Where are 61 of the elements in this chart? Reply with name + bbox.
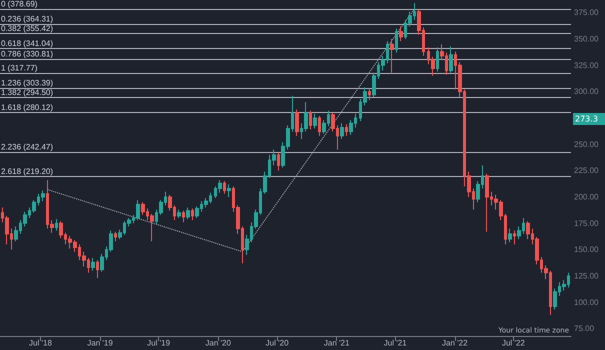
y-tick-label: 325.00 [574, 60, 600, 70]
candlestick [508, 228, 512, 243]
candlestick [136, 200, 140, 221]
y-tick-label: 250.00 [574, 140, 600, 149]
ref-line-label: 1.236 (303.39) [1, 78, 54, 88]
y-tick-label: 375.00 [574, 8, 600, 18]
ref-line-label: 0.382 (355.42) [1, 24, 54, 33]
y-tick-label: 225.00 [574, 166, 600, 176]
candlestick [313, 113, 317, 129]
x-tick-label: Jan '22 [442, 338, 468, 348]
y-tick-label: 150.00 [574, 245, 600, 254]
candlestick [114, 231, 117, 242]
x-tick-label: Jul '21 [384, 338, 408, 348]
candlestick [55, 218, 58, 232]
y-tick-label: 300.00 [574, 87, 600, 96]
y-tick-label: 100.00 [574, 298, 600, 307]
x-tick-label: Jul '20 [266, 338, 290, 348]
candlestick [436, 46, 439, 72]
candlestick [91, 258, 95, 272]
candlestick [186, 207, 190, 220]
candlestick [295, 109, 299, 136]
candlestick [177, 209, 181, 219]
ref-line-label: 2.618 (219.20) [1, 167, 54, 176]
ref-line-label: 0.236 (364.31) [1, 14, 54, 24]
ref-line-label: 0 (378.69) [1, 0, 38, 8]
candlestick [368, 88, 371, 101]
candlestick [340, 122, 344, 140]
y-tick-label: 75.00 [574, 324, 595, 334]
candlestick [41, 190, 45, 202]
x-tick-label: Jan '19 [87, 338, 114, 348]
y-tick-label: 125.00 [574, 271, 600, 280]
ref-line-label: 1.382 (294.50) [1, 88, 54, 97]
candlestick [223, 180, 226, 194]
candlestick [182, 210, 185, 223]
text: 273.3 [575, 114, 598, 124]
candlestick [399, 26, 403, 42]
y-tick-label: 200.00 [574, 192, 600, 202]
x-tick-label: Jan '21 [324, 338, 350, 348]
x-tick-label: Jul '22 [502, 338, 526, 348]
x-tick-label: Jul '19 [147, 338, 171, 348]
ref-line-label: 1 (317.77) [1, 63, 38, 72]
candlestick [96, 260, 99, 279]
candlestick [277, 152, 280, 172]
candlestick [345, 124, 348, 136]
candlestick [513, 230, 516, 245]
y-tick-label: 350.00 [574, 34, 600, 44]
candlestick [449, 46, 453, 74]
candlestick [191, 208, 194, 221]
candlestick [390, 38, 394, 74]
ref-line-label: 0.618 (341.04) [1, 38, 54, 48]
candlestick [318, 115, 321, 136]
ref-line-label: 0.786 (330.81) [1, 50, 54, 59]
candlestick [309, 110, 312, 130]
x-tick-label: Jan '20 [205, 338, 232, 348]
y-tick-label: 175.00 [574, 218, 600, 228]
ref-line-label: 1.618 (280.12) [1, 103, 54, 112]
candlestick [485, 173, 489, 232]
ref-line-label: 2.236 (242.47) [1, 142, 54, 152]
candlestick [395, 28, 398, 54]
x-tick-label: Jul '18 [29, 338, 52, 348]
candlestick [227, 184, 231, 198]
